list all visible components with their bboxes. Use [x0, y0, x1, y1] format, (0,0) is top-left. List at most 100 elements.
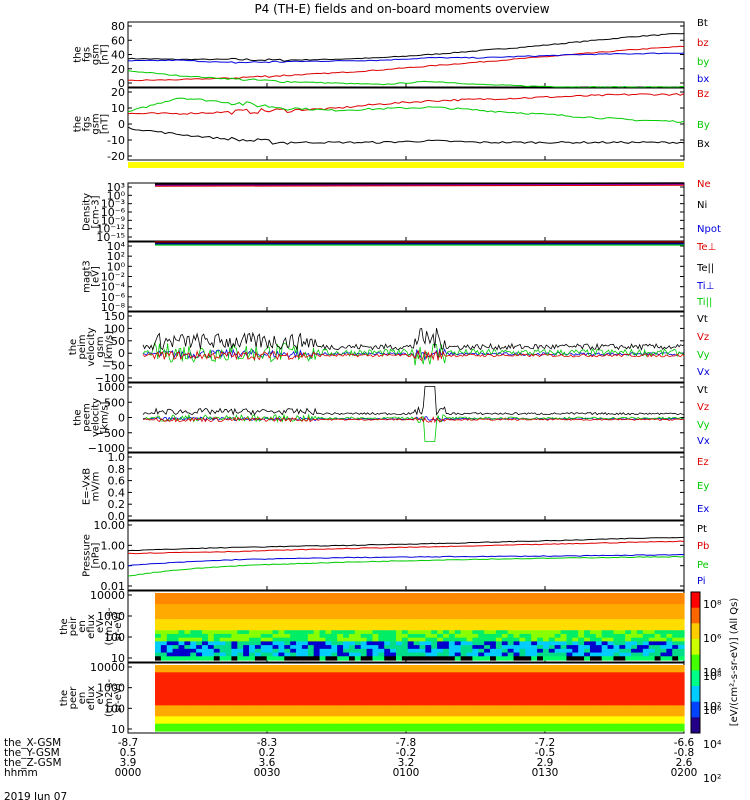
- spec-cell: [172, 619, 180, 624]
- spec-cell: [313, 698, 321, 703]
- spec-cell: [202, 633, 209, 639]
- spec-cell: [648, 626, 656, 631]
- spec-cell: [519, 683, 526, 688]
- spec-cell: [155, 600, 162, 605]
- spec-cell: [654, 716, 662, 721]
- spec-cell: [495, 626, 503, 631]
- spec-cell: [601, 676, 609, 681]
- spec-cell: [160, 593, 168, 598]
- spec-cell: [478, 652, 485, 657]
- spec-cell: [501, 607, 509, 613]
- spec-cell: [531, 619, 538, 624]
- spec-cell: [478, 716, 485, 721]
- spec-cell: [525, 619, 532, 624]
- spec-cell: [584, 687, 591, 692]
- spec-cell: [595, 720, 603, 725]
- spec-cell: [413, 676, 421, 681]
- spec-cell: [284, 626, 291, 631]
- spec-cell: [407, 672, 415, 677]
- spec-cell: [296, 672, 303, 677]
- spec-cell: [225, 637, 233, 642]
- spec-cell: [678, 665, 685, 670]
- spec-cell: [672, 683, 679, 688]
- spec-cell: [243, 633, 250, 639]
- spec-cell: [678, 723, 685, 728]
- spec-cell: [478, 694, 485, 699]
- spec-cell: [401, 723, 409, 728]
- spec-cell: [425, 687, 432, 692]
- spec-cell: [443, 712, 450, 717]
- spec-cell: [284, 679, 291, 684]
- spec-cell: [219, 652, 227, 657]
- spec-cell: [254, 626, 262, 631]
- spec-cell: [178, 648, 185, 654]
- spec-cell: [619, 687, 626, 692]
- spec-cell: [472, 619, 479, 624]
- spec-cell: [395, 676, 403, 681]
- spec-cell: [495, 687, 503, 692]
- spec-cell: [325, 679, 332, 684]
- spec-cell: [372, 641, 379, 646]
- spec-cell: [395, 622, 403, 628]
- spec-cell: [542, 723, 550, 728]
- spec-cell: [401, 687, 409, 692]
- spec-cell: [419, 712, 426, 717]
- spec-cell: [495, 709, 503, 714]
- ytick-peir_spec: 10000: [90, 589, 125, 602]
- spec-cell: [384, 709, 391, 714]
- spec-cell: [166, 626, 174, 631]
- spec-cell: [531, 656, 538, 661]
- spec-cell: [443, 676, 450, 681]
- spec-cell: [425, 694, 432, 699]
- spec-cell: [654, 727, 662, 732]
- spec-cell: [460, 604, 468, 609]
- spec-cell: [284, 672, 291, 677]
- spec-cell: [184, 668, 191, 673]
- spec-cell: [307, 720, 315, 725]
- spec-cell: [678, 683, 685, 688]
- spec-cell: [607, 676, 615, 681]
- spec-cell: [366, 723, 374, 728]
- spec-cell: [225, 611, 233, 616]
- spec-cell: [384, 596, 391, 602]
- spec-cell: [372, 701, 379, 706]
- spec-cell: [601, 633, 609, 639]
- spec-cell: [313, 668, 321, 673]
- spec-cell: [595, 668, 603, 673]
- spec-cell: [219, 604, 227, 609]
- spec-cell: [619, 622, 626, 628]
- ylabel-peer_spec: eflux: [86, 686, 97, 711]
- spec-cell: [472, 679, 479, 684]
- spec-cell: [619, 607, 626, 613]
- spec-cell: [490, 727, 497, 732]
- spec-cell: [249, 679, 256, 684]
- spec-cell: [184, 630, 191, 635]
- spec-cell: [348, 705, 356, 710]
- spec-cell: [260, 619, 268, 624]
- spec-cell: [160, 720, 168, 725]
- spec-cell: [395, 648, 403, 654]
- spec-cell: [196, 698, 203, 703]
- spec-cell: [219, 645, 227, 650]
- spec-cell: [495, 637, 503, 642]
- spec-cell: [613, 668, 620, 673]
- spec-cell: [495, 701, 503, 706]
- spec-cell: [243, 712, 250, 717]
- spec-cell: [472, 648, 479, 654]
- spec-cell: [507, 619, 515, 624]
- spec-cell: [443, 600, 450, 605]
- spec-cell: [484, 690, 491, 695]
- spec-cell: [443, 687, 450, 692]
- spec-cell: [413, 709, 421, 714]
- spec-cell: [296, 723, 303, 728]
- spec-cell: [296, 648, 303, 654]
- spec-cell: [395, 712, 403, 717]
- spec-cell: [531, 701, 538, 706]
- spec-cell: [413, 633, 421, 639]
- spec-cell: [601, 668, 609, 673]
- spec-cell: [542, 676, 550, 681]
- spec-cell: [296, 607, 303, 613]
- spec-cell: [542, 648, 550, 654]
- spec-cell: [595, 709, 603, 714]
